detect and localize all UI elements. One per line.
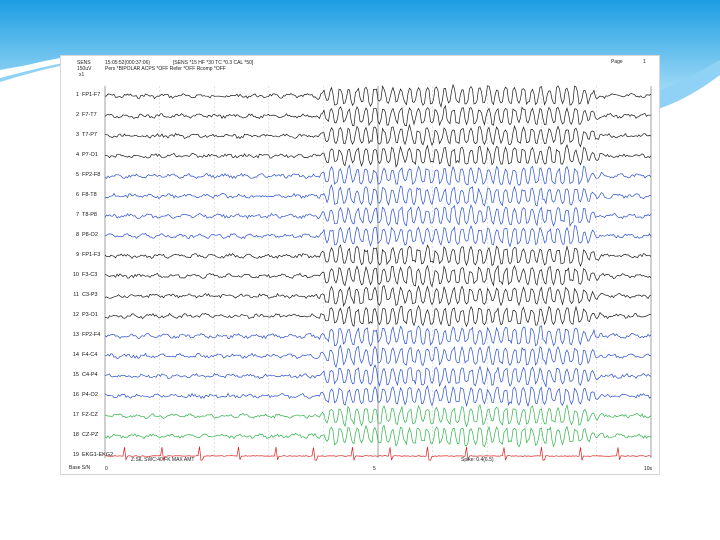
channel-label: 8 P8-O2 [69,232,98,238]
channel-number: 10 [72,272,79,278]
sens-label: SENS [77,60,91,66]
channel-label: 18 CZ-PZ [69,432,98,438]
channel-name: F4-C4 [82,352,98,358]
channel-name: FZ-CZ [82,412,98,418]
channel-number: 11 [73,292,79,298]
channel-trace [104,143,652,168]
channel-label: 17 FZ-CZ [69,412,98,418]
channel-number: 14 [72,352,79,358]
channel-label: 10 F3-C3 [69,272,97,278]
channel-trace [104,304,652,328]
channel-label: 5 FP2-F8 [69,172,100,178]
channel-label: 1 FP1-F7 [69,92,100,98]
channel-number: 5 [75,172,79,178]
channel-label: 3 T7-P7 [69,132,97,138]
channel-name: FP1-F7 [82,92,101,98]
channel-label: 4 P7-O1 [69,152,98,158]
channel-trace [104,264,652,288]
channel-name: F3-C3 [82,272,98,278]
channel-trace [104,244,652,267]
channel-name: FP1-F3 [82,252,101,258]
channel-number: 8 [75,232,79,238]
channel-number: 17 [72,412,79,418]
channel-label: 19 EKG1-EKG2 [69,452,113,458]
channel-number: 2 [75,112,79,118]
channel-trace [104,104,652,127]
channel-number: 7 [75,212,79,218]
footer-zoom-text: Z:SIL SWC:40 FK MAX AMT [131,457,195,463]
channel-label: 15 C4-P4 [69,372,98,378]
channel-trace [104,344,652,369]
channel-trace [104,284,652,308]
channel-label: 11 C3-P3 [69,292,98,298]
channel-trace [104,123,652,148]
channel-name: EKG1-EKG2 [82,452,114,458]
channel-name: CZ-PZ [82,432,99,438]
channel-label: 2 F7-T7 [69,112,97,118]
channel-label: 14 F4-C4 [69,352,97,358]
channel-number: 1 [75,92,79,98]
channel-number: 19 [72,452,79,458]
channel-number: 6 [75,192,79,198]
montage-readout: Pers *BIPOLAR ACPS *OFF Refer *OFF Rcomp… [105,66,226,72]
settings-readout: [SENS *15 HF *30 TC *0.3 CAL *50] [173,60,254,66]
channel-trace [104,325,652,347]
channel-trace [104,424,652,448]
channel-number: 16 [72,392,79,398]
channel-trace [104,363,652,388]
channel-name: P7-O1 [82,152,98,158]
footer-spike-text: Spike: 0.4(6.5) [461,457,494,463]
footer-left-label: Base S/N [69,465,91,471]
channel-number: 4 [75,152,79,158]
scale-label: x1 [79,72,85,78]
channel-name: F8-T8 [82,192,97,198]
channel-name: FP2-F8 [82,172,101,178]
channel-label: 7 T8-P8 [69,212,97,218]
channel-label: 16 P4-O2 [69,392,98,398]
channel-label: 6 F8-T8 [69,192,97,198]
channel-name: F7-T7 [82,112,97,118]
channel-number: 9 [75,252,79,258]
channel-number: 12 [72,312,79,318]
channel-trace [104,164,652,186]
channel-number: 15 [72,372,79,378]
channel-name: C3-P3 [82,292,98,298]
eeg-chart: SENS 150uV x1 15:05:52(000:37:06) [SENS … [60,55,660,475]
channel-trace [104,184,652,207]
time-readout: 15:05:52(000:37:06) [105,60,151,66]
channel-trace [104,384,652,408]
channel-trace [104,403,652,428]
channel-trace [104,224,652,248]
channel-name: T7-P7 [82,132,97,138]
channel-trace [104,204,652,228]
channel-trace [104,83,652,108]
channel-label: 9 FP1-F3 [69,252,100,258]
channel-number: 18 [72,432,79,438]
banner-swoosh-right [655,60,720,110]
channel-name: P4-O2 [82,392,98,398]
time-tick-start: 0 [105,466,108,472]
eeg-trace-area [104,83,652,462]
channel-name: FP2-F4 [82,332,101,338]
channel-name: P8-O2 [82,232,98,238]
channel-name: C4-P4 [82,372,98,378]
channel-number: 13 [72,332,79,338]
channel-label: 12 P3-O1 [69,312,98,318]
sens-value: 150uV [77,66,92,72]
channel-label: 13 FP2-F4 [69,332,100,338]
page-label: Page [611,59,623,65]
channel-trace [105,446,652,462]
channel-name: T8-P8 [82,212,97,218]
time-tick-mid: 5 [373,466,376,472]
page-number: 1 [643,59,646,65]
channel-name: P3-O1 [82,312,98,318]
channel-number: 3 [75,132,79,138]
time-tick-end: 10s [644,466,653,472]
